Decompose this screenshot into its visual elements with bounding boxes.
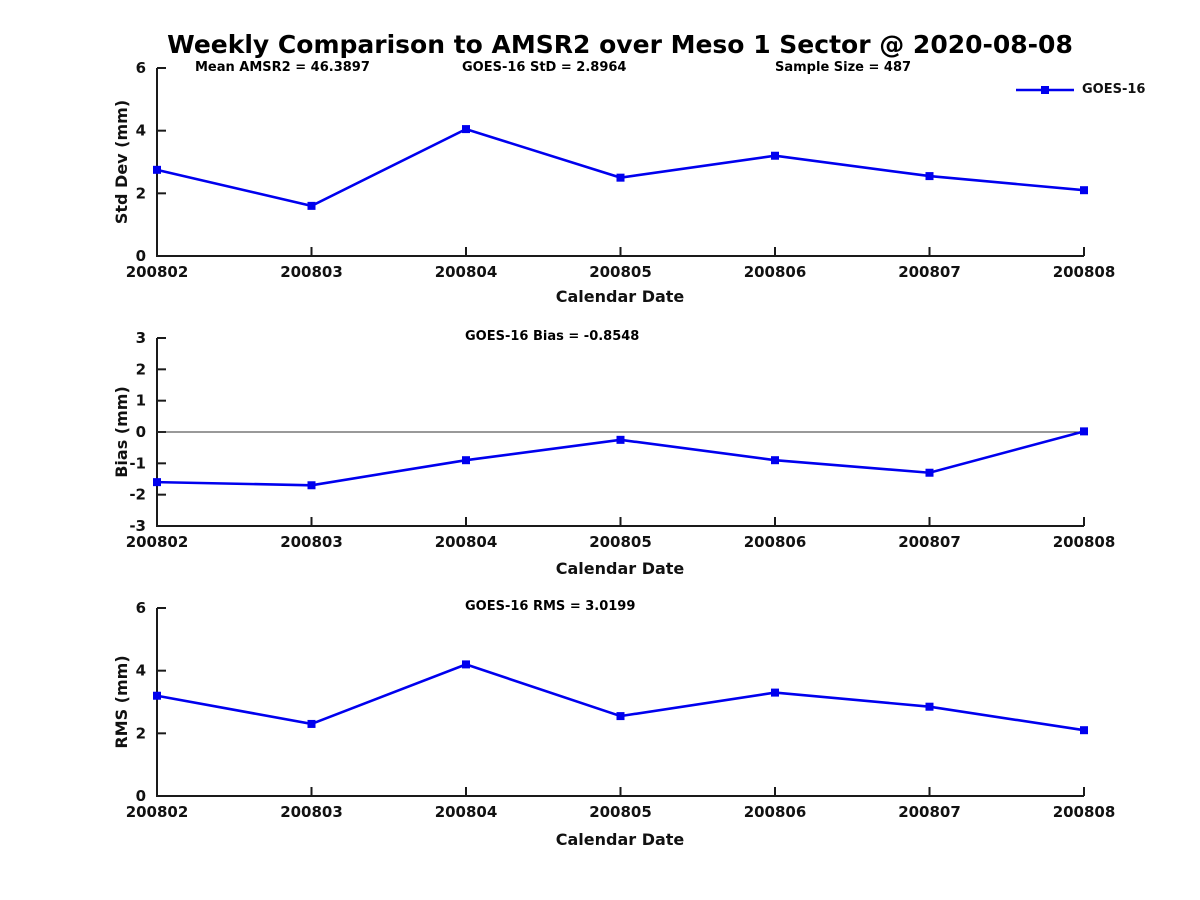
svg-text:200805: 200805 bbox=[589, 533, 652, 551]
bias-x-axis-label: Calendar Date bbox=[555, 559, 685, 578]
svg-text:200802: 200802 bbox=[126, 263, 189, 281]
svg-text:200808: 200808 bbox=[1053, 803, 1116, 821]
svg-text:200803: 200803 bbox=[280, 803, 343, 821]
svg-text:2: 2 bbox=[136, 724, 146, 742]
rms-annotation: GOES-16 RMS = 3.0199 bbox=[465, 599, 636, 614]
svg-text:0: 0 bbox=[136, 787, 146, 805]
svg-text:200807: 200807 bbox=[898, 803, 961, 821]
rms-y-axis-label: RMS (mm) bbox=[112, 655, 131, 749]
legend-line-icon bbox=[1016, 86, 1074, 94]
svg-text:200808: 200808 bbox=[1053, 263, 1116, 281]
svg-text:4: 4 bbox=[136, 662, 146, 680]
svg-text:200807: 200807 bbox=[898, 263, 961, 281]
bias-y-axis-label: Bias (mm) bbox=[112, 386, 131, 478]
svg-text:200808: 200808 bbox=[1053, 533, 1116, 551]
bias-annotation: GOES-16 Bias = -0.8548 bbox=[465, 329, 640, 344]
stddev-annotation-goes16-std: GOES-16 StD = 2.8964 bbox=[462, 60, 627, 75]
svg-text:200804: 200804 bbox=[435, 263, 498, 281]
svg-text:200803: 200803 bbox=[280, 533, 343, 551]
stddev-annotation-sample-size: Sample Size = 487 bbox=[775, 60, 912, 75]
svg-text:200803: 200803 bbox=[280, 263, 343, 281]
svg-text:-2: -2 bbox=[129, 486, 146, 504]
rms-x-axis-label: Calendar Date bbox=[555, 830, 685, 849]
svg-text:2: 2 bbox=[136, 184, 146, 202]
svg-text:200806: 200806 bbox=[744, 263, 807, 281]
svg-text:-3: -3 bbox=[129, 517, 146, 535]
legend-label: GOES-16 bbox=[1082, 82, 1146, 97]
stddev-annotation-mean-amsr2: Mean AMSR2 = 46.3897 bbox=[195, 60, 370, 75]
svg-text:200802: 200802 bbox=[126, 533, 189, 551]
svg-text:0: 0 bbox=[136, 423, 146, 441]
svg-text:4: 4 bbox=[136, 122, 146, 140]
legend: GOES-16 bbox=[1016, 82, 1145, 98]
svg-text:200805: 200805 bbox=[589, 803, 652, 821]
page-title: Weekly Comparison to AMSR2 over Meso 1 S… bbox=[167, 30, 1073, 59]
svg-text:200804: 200804 bbox=[435, 533, 498, 551]
svg-text:200806: 200806 bbox=[744, 533, 807, 551]
stddev-y-axis-label: Std Dev (mm) bbox=[112, 99, 131, 225]
svg-text:200804: 200804 bbox=[435, 803, 498, 821]
svg-text:3: 3 bbox=[136, 329, 146, 347]
svg-text:200805: 200805 bbox=[589, 263, 652, 281]
svg-text:2: 2 bbox=[136, 360, 146, 378]
svg-text:0: 0 bbox=[136, 247, 146, 265]
svg-text:6: 6 bbox=[136, 599, 146, 617]
svg-text:6: 6 bbox=[136, 59, 146, 77]
svg-text:200807: 200807 bbox=[898, 533, 961, 551]
svg-text:1: 1 bbox=[136, 392, 146, 410]
stddev-x-axis-label: Calendar Date bbox=[555, 287, 685, 306]
svg-text:200806: 200806 bbox=[744, 803, 807, 821]
svg-text:-1: -1 bbox=[129, 454, 146, 472]
svg-text:200802: 200802 bbox=[126, 803, 189, 821]
